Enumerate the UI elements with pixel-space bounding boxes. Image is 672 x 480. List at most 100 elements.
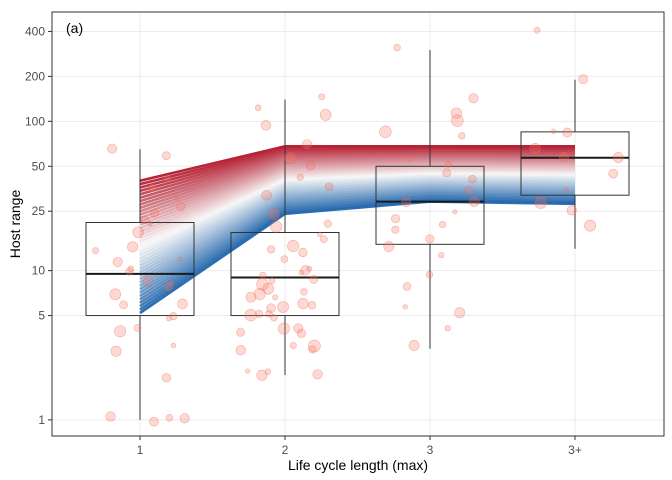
data-point — [442, 168, 452, 178]
y-tick-label: 1 — [38, 413, 45, 427]
data-point — [256, 369, 268, 381]
fan-line — [139, 179, 576, 264]
data-point — [405, 155, 412, 162]
y-tick-label: 400 — [25, 24, 45, 38]
data-point — [270, 314, 278, 322]
data-point — [393, 43, 401, 52]
data-point — [272, 294, 278, 301]
fan-line — [139, 191, 576, 294]
data-point — [164, 175, 171, 183]
box-iqr — [520, 131, 630, 196]
data-point — [293, 323, 304, 334]
fan-line — [139, 196, 576, 304]
boxplots — [85, 50, 630, 420]
x-tick-label: 2 — [282, 443, 289, 457]
fan-line — [139, 174, 576, 254]
data-point — [142, 275, 154, 287]
data-point — [107, 143, 118, 154]
data-point — [264, 368, 272, 375]
fan-line — [139, 184, 576, 277]
fan-line — [139, 173, 576, 250]
prediction-fan — [139, 145, 576, 315]
fan-line — [139, 159, 576, 216]
data-point — [402, 304, 408, 310]
fan-line — [139, 156, 576, 210]
data-point — [319, 109, 332, 121]
data-point — [464, 186, 473, 195]
fan-line — [139, 171, 576, 247]
fan-line — [139, 162, 576, 223]
data-point — [150, 208, 160, 218]
data-point — [254, 104, 262, 111]
fan-line — [139, 180, 576, 267]
box-iqr — [230, 232, 340, 317]
data-point — [132, 226, 144, 238]
panel-border — [51, 11, 665, 437]
data-point — [317, 232, 323, 238]
data-point — [305, 160, 316, 171]
data-point — [277, 322, 290, 335]
data-point — [584, 219, 596, 232]
data-point — [319, 235, 328, 244]
data-point — [425, 270, 434, 279]
data-point — [265, 310, 273, 318]
data-point — [170, 342, 177, 349]
data-point — [323, 219, 332, 228]
data-point — [162, 151, 171, 160]
data-point — [300, 265, 311, 276]
data-point — [379, 125, 392, 138]
data-point — [253, 287, 266, 300]
data-point — [566, 205, 577, 216]
data-point — [236, 327, 245, 337]
data-point — [468, 93, 479, 104]
data-point — [267, 245, 276, 254]
data-point — [468, 195, 480, 207]
data-point — [307, 301, 317, 310]
data-point — [284, 152, 297, 165]
data-point — [562, 127, 573, 138]
fan-line — [139, 177, 576, 260]
data-point — [165, 315, 172, 322]
data-point — [133, 324, 142, 332]
data-point — [148, 184, 157, 192]
data-point — [179, 413, 190, 424]
data-point — [451, 114, 464, 127]
data-point — [391, 225, 400, 234]
fan-line — [139, 160, 576, 220]
data-point — [296, 328, 306, 338]
data-point — [608, 168, 619, 179]
fan-line — [139, 186, 576, 281]
data-point — [454, 307, 466, 319]
x-axis: 1 2 3 3+ — [137, 436, 582, 457]
data-point — [270, 220, 283, 233]
data-point — [558, 151, 570, 163]
data-point — [105, 411, 116, 422]
data-point — [177, 298, 188, 310]
data-point — [164, 282, 174, 292]
fan-line — [139, 193, 576, 298]
data-point — [452, 209, 458, 215]
data-point — [308, 339, 321, 353]
fan-line — [139, 181, 576, 271]
x-tick-label: 3+ — [568, 443, 582, 457]
y-axis-title: Host range — [7, 190, 23, 259]
data-point — [298, 269, 305, 276]
data-point — [119, 300, 128, 310]
data-point — [529, 143, 541, 155]
data-point — [302, 139, 312, 150]
fan-line — [139, 200, 576, 315]
y-axis: 1 5 10 25 50 100 200 400 — [25, 24, 52, 427]
box-iqr — [375, 165, 485, 245]
fan-line — [139, 183, 576, 274]
data-point — [300, 288, 308, 296]
data-point — [109, 288, 122, 301]
data-point — [112, 257, 123, 268]
data-point — [324, 182, 334, 192]
data-point — [255, 309, 264, 319]
data-point — [259, 271, 267, 279]
data-point — [260, 120, 272, 131]
y-tick-label: 25 — [32, 204, 46, 218]
data-point — [127, 265, 135, 273]
fan-line — [139, 157, 576, 213]
data-point — [296, 173, 304, 181]
